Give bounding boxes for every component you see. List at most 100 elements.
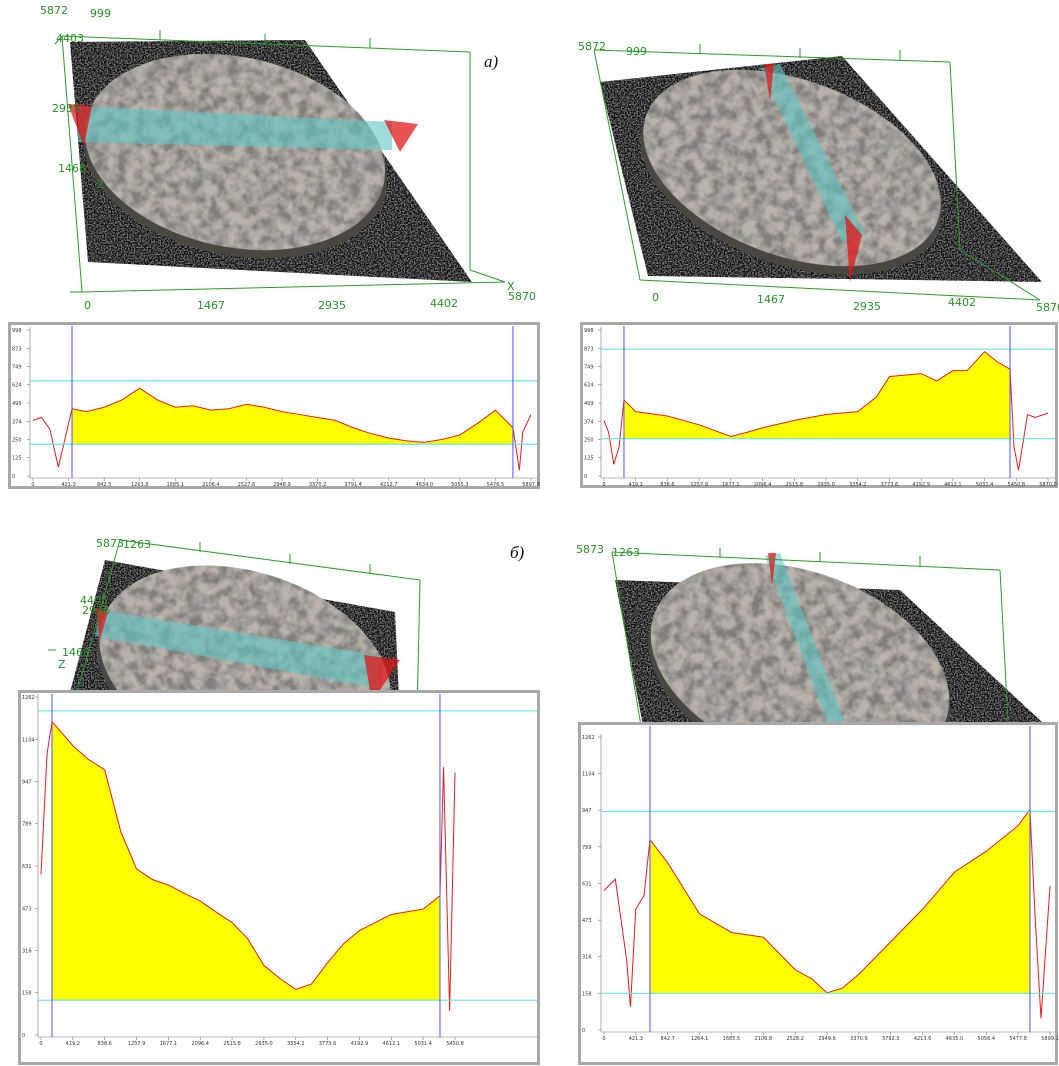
y-tick-label: 749 bbox=[584, 364, 594, 370]
x-tick-label: 419.2 bbox=[66, 1041, 80, 1047]
axis-label: 2936 bbox=[82, 604, 110, 617]
y-tick-label: 125 bbox=[584, 456, 594, 462]
y-tick-label: 1262 bbox=[582, 735, 595, 741]
x-tick-label: 4192.9 bbox=[912, 482, 930, 488]
x-tick-label: 5870.0 bbox=[1039, 482, 1057, 488]
x-tick-label: 3354.2 bbox=[287, 1041, 305, 1047]
x-tick-label: 5899.1 bbox=[1041, 1036, 1059, 1042]
y-tick-label: 250 bbox=[584, 437, 594, 443]
y-tick-label: 789 bbox=[582, 845, 592, 851]
axis-label: 4402 bbox=[948, 296, 976, 309]
y-tick-label: 316 bbox=[582, 955, 592, 961]
panel-tag: а) bbox=[484, 52, 499, 71]
y-tick-label: 947 bbox=[22, 779, 32, 785]
axis-label: 1468 bbox=[62, 646, 90, 659]
y-tick-label: 947 bbox=[582, 808, 592, 814]
y-tick-label: 624 bbox=[12, 383, 22, 389]
axis-label: 2935 bbox=[318, 299, 346, 312]
axis-label: 1467 bbox=[757, 293, 785, 306]
x-tick-label: 2935.0 bbox=[817, 482, 835, 488]
x-tick-label: 3773.6 bbox=[881, 482, 899, 488]
x-tick-label: 0 bbox=[31, 482, 34, 488]
y-tick-label: 873 bbox=[584, 346, 594, 352]
y-tick-label: 250 bbox=[12, 437, 22, 443]
x-tick-label: 421.3 bbox=[61, 482, 75, 488]
x-tick-label: 5450.8 bbox=[446, 1041, 464, 1047]
wireframe bbox=[593, 49, 641, 281]
x-tick-label: 3354.2 bbox=[849, 482, 867, 488]
surface-sample bbox=[650, 563, 950, 771]
x-tick-label: 2106.4 bbox=[202, 482, 220, 488]
x-tick-label: 5031.4 bbox=[976, 482, 994, 488]
y-tick-label: 631 bbox=[582, 882, 592, 888]
x-tick-label: 4612.1 bbox=[383, 1041, 401, 1047]
x-tick-label: 2527.6 bbox=[238, 482, 256, 488]
x-tick-label: 2096.4 bbox=[191, 1041, 209, 1047]
y-tick-label: 473 bbox=[22, 906, 32, 912]
x-tick-label: 5476.5 bbox=[487, 482, 505, 488]
y-tick-label: 374 bbox=[584, 419, 594, 425]
y-tick-label: 0 bbox=[12, 474, 15, 480]
x-tick-label: 1264.1 bbox=[691, 1036, 709, 1042]
x-tick-label: 1257.9 bbox=[690, 482, 708, 488]
axis-label: 999 bbox=[90, 7, 111, 20]
axis-label: 5872 bbox=[578, 40, 606, 53]
section-marker bbox=[384, 120, 418, 152]
x-tick-label: 2515.8 bbox=[786, 482, 804, 488]
axis-label: 1467 bbox=[197, 299, 225, 312]
x-tick-label: 4634.0 bbox=[416, 482, 434, 488]
profile-line bbox=[603, 807, 1051, 1019]
axis-label: 2935 bbox=[853, 300, 881, 313]
surface-scene: 5872 999 0 1467 2935 4402 5870 bbox=[578, 40, 1059, 314]
y-tick-label: 1104 bbox=[22, 737, 35, 743]
x-tick-label: 2935.0 bbox=[255, 1041, 273, 1047]
profile-chart: 0 158 316 473 631 789 947 1104 1262 0 421.3 842.7 12… bbox=[578, 722, 1059, 1065]
panel-tag: б) bbox=[510, 543, 525, 562]
wireframe bbox=[611, 551, 1001, 571]
y-tick-label: 473 bbox=[582, 918, 592, 924]
x-tick-label: 1677.1 bbox=[160, 1041, 178, 1047]
axis-label: 5870 bbox=[508, 290, 536, 303]
axis-label: 4403 bbox=[56, 32, 84, 45]
y-tick-label: 374 bbox=[12, 419, 22, 425]
x-tick-label: 1685.5 bbox=[723, 1036, 741, 1042]
section-marker bbox=[764, 64, 774, 100]
profile-area bbox=[649, 809, 1030, 994]
y-tick-label: 1262 bbox=[22, 695, 35, 701]
wireframe bbox=[949, 61, 961, 251]
section-plane bbox=[78, 106, 392, 150]
chart-frame bbox=[8, 322, 540, 489]
profile-chart: 0 158 316 473 631 789 947 1104 1262 0 419.2 838.6 12… bbox=[18, 690, 540, 1065]
y-tick-label: 158 bbox=[582, 991, 592, 997]
x-tick-label: 5056.4 bbox=[978, 1036, 996, 1042]
x-tick-label: 5055.3 bbox=[451, 482, 469, 488]
section-marker bbox=[68, 104, 92, 146]
wireframe bbox=[593, 49, 951, 63]
wireframe bbox=[639, 279, 1041, 301]
y-tick-label: 316 bbox=[22, 948, 32, 954]
x-tick-label: 5031.4 bbox=[414, 1041, 432, 1047]
y-tick-label: 631 bbox=[22, 864, 32, 870]
x-tick-label: 3370.9 bbox=[850, 1036, 868, 1042]
axis-label: 0 bbox=[84, 299, 91, 312]
profile-area bbox=[72, 388, 513, 445]
y-tick-label: 0 bbox=[22, 1033, 25, 1039]
x-tick-label: 2106.8 bbox=[755, 1036, 773, 1042]
x-tick-label: 1677.1 bbox=[722, 482, 740, 488]
y-tick-label: 0 bbox=[584, 474, 587, 480]
surface-sample bbox=[85, 53, 385, 251]
axis-label: Z bbox=[58, 658, 66, 671]
x-tick-label: 0 bbox=[39, 1041, 42, 1047]
axis-label: 1263 bbox=[123, 538, 151, 551]
y-tick-label: 998 bbox=[584, 328, 594, 334]
x-tick-label: 842.7 bbox=[661, 1036, 675, 1042]
axis-label: 5870 bbox=[1036, 301, 1059, 314]
x-tick-label: 4612.1 bbox=[944, 482, 962, 488]
axis-label: 5872 bbox=[40, 4, 68, 17]
section-plane bbox=[95, 610, 382, 688]
y-tick-label: 789 bbox=[22, 822, 32, 828]
wireframe bbox=[959, 249, 1041, 301]
y-tick-label: 499 bbox=[584, 401, 594, 407]
axis-label: X bbox=[507, 280, 515, 293]
